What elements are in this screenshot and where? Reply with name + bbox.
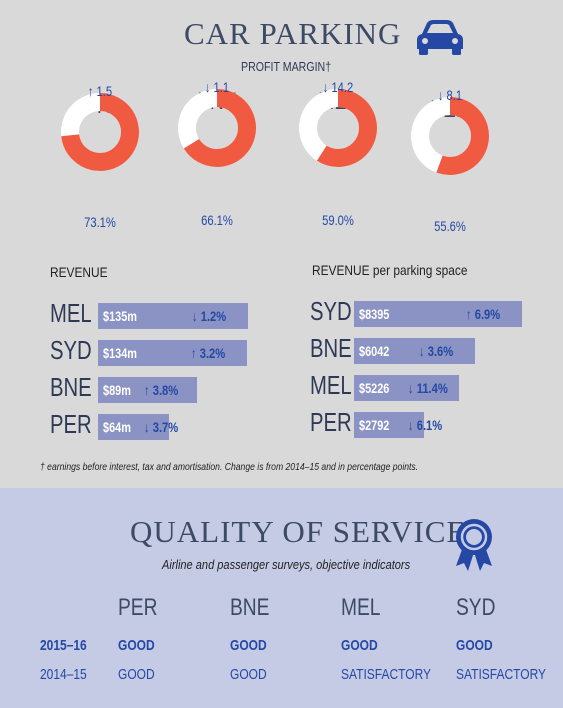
footnote: † earnings before interest, tax and amor… (40, 461, 419, 473)
revenue-row-bar (98, 377, 197, 403)
quality-year-label: 2014–15 (40, 666, 87, 683)
revenue-row-change: ↑ 3.2% (190, 345, 226, 361)
profit-margin-donut (299, 89, 377, 167)
revenue-per-space-heading: REVENUE per parking space (312, 262, 468, 278)
rps-row-value: $2792 (359, 417, 390, 433)
margin-percent: 73.1% (84, 214, 116, 230)
donut-margin-slice (61, 93, 139, 171)
quality-subtitle: Airline and passenger surveys, objective… (162, 557, 411, 572)
profit-margin-donut (411, 97, 489, 175)
car-icon (417, 20, 463, 55)
quality-rating-cell: GOOD (118, 637, 155, 654)
quality-rating-cell: GOOD (456, 637, 493, 654)
rps-row-bar (354, 301, 522, 327)
quality-year-label: 2015–16 (40, 637, 87, 654)
quality-rating-cell: GOOD (230, 666, 267, 683)
revenue-row-value: $134m (103, 345, 138, 361)
quality-column-header: SYD (456, 594, 496, 621)
margin-percent: 66.1% (201, 212, 233, 228)
rps-row-change: ↓ 3.6% (418, 343, 454, 359)
quality-column-header: MEL (341, 594, 381, 621)
quality-rating-cell: GOOD (118, 666, 155, 683)
margin-percent: 55.6% (434, 218, 466, 234)
donut-margin-slice (178, 89, 256, 167)
revenue-row-value: $135m (103, 308, 138, 324)
revenue-row-code: SYD (50, 335, 92, 365)
margin-percent: 59.0% (322, 212, 354, 228)
revenue-row-bar (98, 414, 170, 440)
rps-row-change: ↓ 11.4% (407, 380, 448, 396)
quality-rating-cell: GOOD (341, 637, 378, 654)
revenue-heading: REVENUE (50, 264, 108, 280)
rps-row-value: $8395 (359, 306, 390, 322)
quality-title: QUALITY OF SERVICE (130, 514, 467, 549)
margin-change-label: ↓ 14.2 (322, 79, 354, 95)
quality-column-header: BNE (230, 594, 270, 621)
car-parking-section (0, 0, 563, 488)
revenue-row-value: $89m (103, 382, 131, 398)
rps-row-bar (354, 338, 475, 364)
margin-change-label: ↓ 1.1 (204, 79, 230, 95)
rps-row-bar (354, 412, 424, 438)
revenue-row-bar (98, 340, 247, 366)
donut-margin-slice (299, 89, 377, 167)
ribbon-award-icon (456, 519, 492, 571)
revenue-row-code: PER (50, 409, 92, 439)
rps-row-value: $5226 (359, 380, 390, 396)
revenue-row-change: ↑ 3.8% (144, 382, 179, 398)
profit-margin-donut (178, 89, 256, 167)
margin-change-label: ↑ 1.5 (87, 83, 113, 99)
rps-row-code: MEL (310, 370, 352, 400)
quality-rating-cell: SATISFACTORY (456, 666, 547, 683)
rps-row-bar (354, 375, 459, 401)
rps-row-change: ↑ 6.9% (466, 306, 501, 322)
quality-rating-cell: SATISFACTORY (341, 666, 432, 683)
revenue-row-code: MEL (50, 298, 92, 328)
rps-row-change: ↓ 6.1% (407, 417, 442, 433)
revenue-row-value: $64m (103, 419, 131, 435)
profit-margin-subtitle: PROFIT MARGIN† (241, 60, 332, 74)
quality-rating-cell: GOOD (230, 637, 267, 654)
donut-margin-slice (411, 97, 489, 175)
quality-column-header: PER (118, 594, 158, 621)
rps-row-value: $6042 (359, 343, 390, 359)
rps-row-code: BNE (310, 333, 352, 363)
revenue-row-change: ↓ 1.2% (192, 308, 227, 324)
car-parking-title: CAR PARKING (184, 16, 402, 51)
rps-row-code: SYD (310, 296, 352, 326)
rps-row-code: PER (310, 407, 352, 437)
revenue-row-change: ↓ 3.7% (144, 419, 179, 435)
revenue-row-code: BNE (50, 372, 92, 402)
revenue-row-bar (98, 303, 248, 329)
margin-change-label: ↓ 8.1 (437, 87, 463, 103)
profit-margin-donut (61, 93, 139, 171)
